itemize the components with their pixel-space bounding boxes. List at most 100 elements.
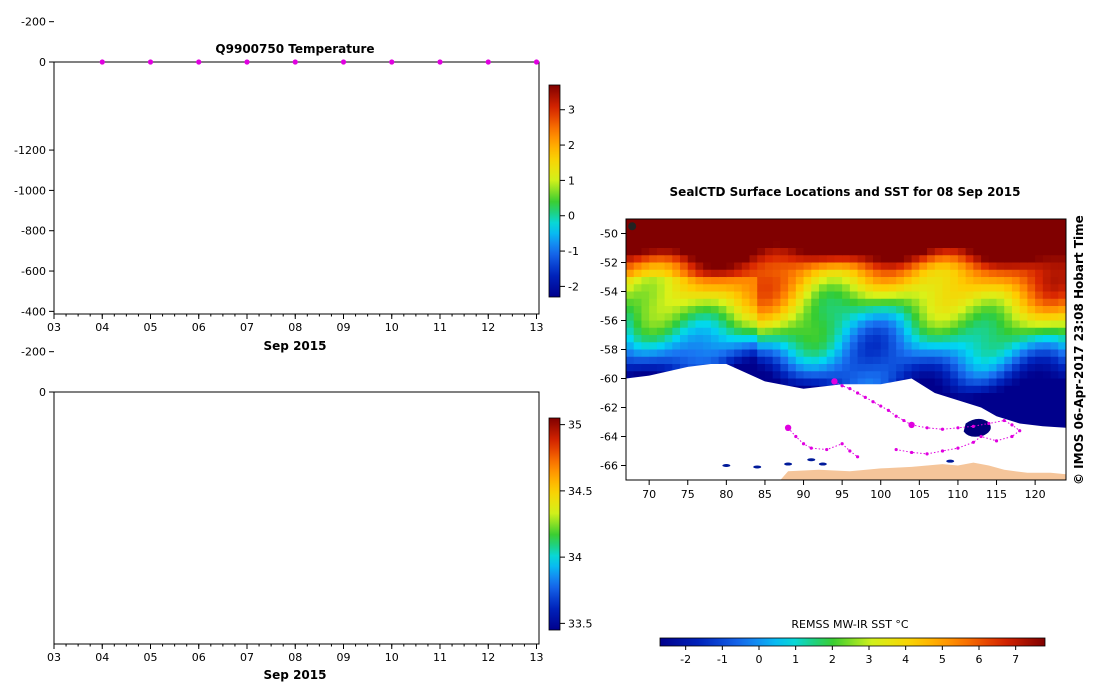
sst-cell xyxy=(957,240,967,249)
seal-track-point xyxy=(871,400,875,404)
sst-cell xyxy=(734,248,743,256)
sst-cell xyxy=(888,306,897,314)
sst-cell xyxy=(780,371,789,379)
sst-cell xyxy=(880,349,889,358)
sst-cell xyxy=(919,298,928,307)
sst-cell xyxy=(903,313,913,321)
sst-cell xyxy=(896,320,905,329)
sst-cell xyxy=(788,371,797,379)
sst-cell xyxy=(818,306,828,314)
sst-cell xyxy=(988,269,998,278)
sst-cell xyxy=(834,378,843,387)
sst-cell xyxy=(1019,313,1028,321)
coastal-patch xyxy=(946,459,955,463)
sst-cell xyxy=(896,342,905,350)
sst-cell xyxy=(903,284,913,292)
sst-cell xyxy=(741,349,751,358)
sst-cell xyxy=(957,320,967,329)
sst-cell xyxy=(834,342,843,350)
sst-cell xyxy=(1042,291,1052,300)
sst-cell xyxy=(911,233,920,242)
sst-cell xyxy=(780,277,789,285)
sst-cell xyxy=(873,248,882,256)
sst-cell xyxy=(811,233,820,242)
sst-cell xyxy=(1019,364,1028,372)
map-x-tick-label: 85 xyxy=(758,488,772,501)
sst-cell xyxy=(873,327,882,336)
sst-cell xyxy=(780,327,789,336)
sst-cell xyxy=(996,407,1005,416)
temperature-colorbar-ticks: 3 2 1 0 -1 -2 xyxy=(560,104,579,293)
sst-cell xyxy=(919,233,928,242)
sst-cell xyxy=(710,219,720,227)
sst-cell xyxy=(911,371,920,379)
sst-cell xyxy=(741,269,751,278)
sst-cell xyxy=(757,364,766,372)
sst-cell xyxy=(911,364,920,372)
temperature-xlabel: Sep 2015 xyxy=(264,339,327,353)
sst-cell xyxy=(626,335,635,343)
sst-cell xyxy=(888,277,897,285)
sst-cell xyxy=(965,349,974,358)
sst-cell xyxy=(749,356,758,365)
sst-cell xyxy=(649,364,658,372)
x-tick-label: 10 xyxy=(385,651,399,664)
sst-cell xyxy=(903,327,913,336)
sst-cell xyxy=(942,269,951,278)
x-tick-label: 13 xyxy=(530,651,544,664)
sst-cell xyxy=(1027,407,1036,416)
sst-colorbar-tick-label: 6 xyxy=(976,653,983,666)
sst-cell xyxy=(672,298,681,307)
coastal-patch xyxy=(753,465,762,469)
seal-track-point xyxy=(1002,418,1006,423)
sst-cell xyxy=(772,371,781,379)
sst-cell xyxy=(695,226,704,234)
sst-cell xyxy=(1011,269,1021,278)
sst-cell xyxy=(672,255,681,263)
sst-cell xyxy=(865,349,874,358)
sst-cell xyxy=(695,233,704,242)
sst-cell xyxy=(903,298,913,307)
x-tick-label: 04 xyxy=(95,321,109,334)
sst-cell xyxy=(626,320,635,329)
sst-cell xyxy=(1011,393,1021,401)
sst-cell xyxy=(1019,371,1028,379)
sst-cell xyxy=(741,327,751,336)
sst-cell xyxy=(981,393,990,401)
sst-cell xyxy=(934,378,943,387)
seal-track-point xyxy=(1018,429,1022,433)
sst-cell xyxy=(888,371,897,379)
sst-cell xyxy=(903,364,913,372)
sst-cell xyxy=(1019,327,1028,336)
sst-cell xyxy=(903,219,913,227)
sst-cell xyxy=(1011,255,1021,263)
sst-cell xyxy=(934,371,943,379)
x-tick-label: 11 xyxy=(433,321,447,334)
sst-cell xyxy=(1035,262,1044,271)
sst-cell xyxy=(656,298,666,307)
sst-cell xyxy=(749,284,758,292)
sst-cell xyxy=(818,371,828,379)
sst-cell xyxy=(911,284,920,292)
sst-cell xyxy=(1027,269,1036,278)
sst-cell xyxy=(1042,277,1052,285)
sst-cell xyxy=(703,356,712,365)
sst-cell xyxy=(664,248,673,256)
x-tick-label: 12 xyxy=(481,651,495,664)
sst-cell xyxy=(680,233,689,242)
sst-cell xyxy=(1058,422,1066,430)
sst-cell xyxy=(880,255,889,263)
sst-cell xyxy=(703,240,712,249)
sst-cell xyxy=(726,248,735,256)
sst-cell xyxy=(849,306,859,314)
sst-cell xyxy=(880,378,889,387)
sst-cell xyxy=(772,269,781,278)
sst-cell xyxy=(726,335,735,343)
sst-cell xyxy=(718,342,727,350)
sst-cell xyxy=(772,233,781,242)
sst-cell xyxy=(965,277,974,285)
sst-cell xyxy=(1042,364,1052,372)
sst-cell xyxy=(1042,306,1052,314)
sst-cell xyxy=(633,248,642,256)
sst-cell xyxy=(626,284,635,292)
